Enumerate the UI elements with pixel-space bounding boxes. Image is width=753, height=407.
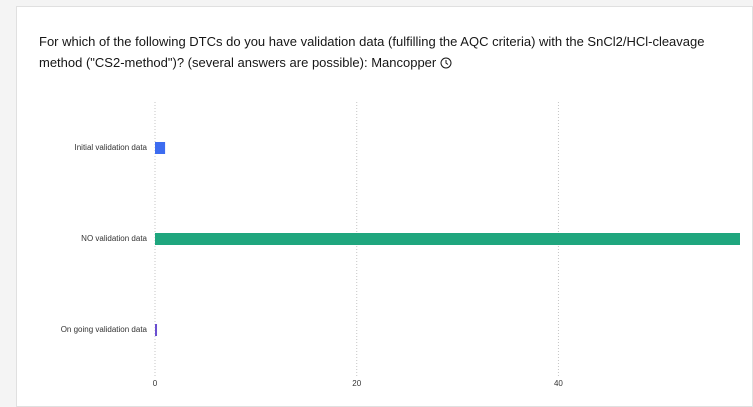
card: For which of the following DTCs do you h… bbox=[16, 6, 753, 407]
bar bbox=[155, 233, 740, 245]
y-tick-label: Initial validation data bbox=[75, 143, 148, 152]
bar bbox=[155, 142, 166, 154]
y-tick-label: NO validation data bbox=[81, 234, 147, 243]
y-tick-label: On going validation data bbox=[61, 325, 148, 334]
x-tick-label: 40 bbox=[554, 379, 563, 388]
chart-title-box: For which of the following DTCs do you h… bbox=[39, 31, 719, 73]
bar bbox=[155, 324, 158, 336]
info-icon[interactable] bbox=[440, 57, 452, 69]
x-tick-label: 20 bbox=[352, 379, 361, 388]
x-tick-label: 0 bbox=[153, 379, 158, 388]
chart-title: For which of the following DTCs do you h… bbox=[39, 34, 705, 70]
